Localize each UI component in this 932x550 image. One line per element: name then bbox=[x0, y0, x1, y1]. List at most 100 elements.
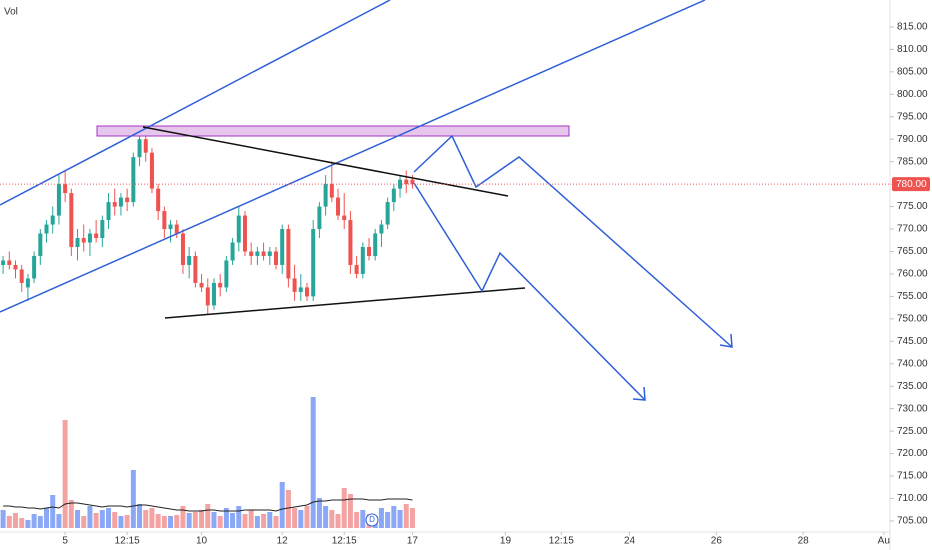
volume-bar bbox=[347, 494, 353, 528]
candle-body bbox=[205, 287, 210, 306]
volume-bar bbox=[118, 516, 124, 528]
candle-body bbox=[13, 264, 18, 270]
candle-body bbox=[118, 197, 123, 207]
volume-bar bbox=[149, 508, 155, 528]
volume-bar bbox=[199, 510, 205, 528]
volume-bar bbox=[6, 516, 12, 528]
volume-bar bbox=[267, 512, 273, 528]
candle-body bbox=[1, 260, 6, 265]
y-tick-label: 735.00 bbox=[897, 381, 928, 392]
candle-body bbox=[56, 184, 61, 216]
candle-body bbox=[168, 224, 173, 230]
resistance-zone bbox=[96, 125, 570, 137]
y-tick-label: 710.00 bbox=[897, 493, 928, 504]
y-tick-label: 815.00 bbox=[897, 22, 928, 33]
y-tick-label: 750.00 bbox=[897, 313, 928, 324]
volume-bar bbox=[93, 513, 99, 528]
volume-bar bbox=[75, 510, 81, 528]
candle-body bbox=[131, 157, 136, 203]
candle-body bbox=[342, 215, 347, 221]
candle-body bbox=[100, 220, 105, 239]
candle-body bbox=[112, 202, 117, 207]
y-tick-label: 720.00 bbox=[897, 448, 928, 459]
volume-bar bbox=[99, 510, 105, 528]
volume-bar bbox=[87, 506, 93, 528]
projection-arrow bbox=[413, 134, 733, 348]
candle-body bbox=[125, 197, 130, 203]
volume-bar bbox=[50, 495, 56, 528]
candle-body bbox=[261, 251, 266, 256]
volume-bar bbox=[335, 514, 341, 528]
volume-bar bbox=[385, 512, 391, 528]
volume-bar bbox=[378, 508, 384, 528]
candle-body bbox=[162, 211, 167, 230]
volume-bar bbox=[341, 488, 347, 528]
volume-bar bbox=[37, 516, 43, 528]
volume-bar bbox=[31, 514, 37, 528]
x-tick-label: 12:15 bbox=[115, 536, 140, 547]
y-tick-label: 810.00 bbox=[897, 44, 928, 55]
x-tick-label: 17 bbox=[407, 536, 419, 547]
volume-bar bbox=[174, 515, 180, 528]
candle-body bbox=[187, 255, 192, 265]
candle-body bbox=[94, 233, 99, 239]
volume-bar bbox=[106, 508, 112, 528]
candle-body bbox=[373, 233, 378, 256]
volume-bar bbox=[360, 510, 366, 528]
candle-body bbox=[236, 215, 241, 243]
volume-bar bbox=[56, 514, 62, 528]
volume-bar bbox=[242, 514, 248, 528]
volume-bar bbox=[310, 397, 316, 528]
volume-bar bbox=[186, 513, 192, 528]
volume-bar bbox=[155, 514, 161, 528]
x-tick-label: 12 bbox=[277, 536, 289, 547]
candle-body bbox=[317, 206, 322, 230]
channel-line bbox=[0, 0, 391, 206]
volume-bar bbox=[248, 510, 254, 528]
candle-body bbox=[211, 282, 216, 306]
volume-bar bbox=[0, 510, 6, 528]
volume-ma bbox=[3, 498, 413, 512]
volume-bar bbox=[273, 516, 279, 528]
trend-line bbox=[164, 287, 526, 319]
candle-body bbox=[379, 224, 384, 234]
candle-body bbox=[311, 229, 316, 297]
last-price-label: 780.00 bbox=[896, 179, 927, 190]
candle-body bbox=[75, 238, 80, 247]
candle-body bbox=[218, 282, 223, 288]
volume-bar bbox=[292, 508, 298, 528]
candle-body bbox=[69, 193, 74, 247]
y-tick-label: 795.00 bbox=[897, 111, 928, 122]
x-tick-label: 10 bbox=[196, 536, 208, 547]
volume-bar bbox=[223, 508, 229, 528]
candle-body bbox=[267, 251, 272, 256]
y-tick-label: 730.00 bbox=[897, 403, 928, 414]
y-tick-label: 785.00 bbox=[897, 156, 928, 167]
volume-bar bbox=[62, 420, 68, 528]
candle-body bbox=[336, 197, 341, 216]
volume-bar bbox=[230, 513, 236, 528]
candle-body bbox=[143, 139, 148, 153]
x-tick-label: 28 bbox=[798, 536, 810, 547]
y-tick-label: 760.00 bbox=[897, 269, 928, 280]
interval-badge-label: D bbox=[369, 515, 375, 524]
candle-body bbox=[329, 184, 334, 198]
candle-body bbox=[156, 188, 161, 212]
volume-bar bbox=[285, 490, 291, 528]
volume-bar bbox=[124, 515, 130, 528]
volume-bar bbox=[192, 512, 198, 528]
last-price-badge bbox=[892, 177, 930, 192]
candle-body bbox=[305, 287, 310, 297]
candle-body bbox=[249, 251, 254, 256]
candle-body bbox=[149, 152, 154, 189]
volume-bar bbox=[329, 510, 335, 528]
candle-body bbox=[398, 179, 403, 189]
volume-bar bbox=[391, 506, 397, 528]
volume-bar bbox=[211, 512, 217, 528]
x-tick-label: 5 bbox=[62, 536, 68, 547]
y-tick-label: 705.00 bbox=[897, 516, 928, 527]
y-tick-label: 755.00 bbox=[897, 291, 928, 302]
volume-label: Vol bbox=[4, 7, 18, 18]
volume-bar bbox=[130, 470, 136, 528]
